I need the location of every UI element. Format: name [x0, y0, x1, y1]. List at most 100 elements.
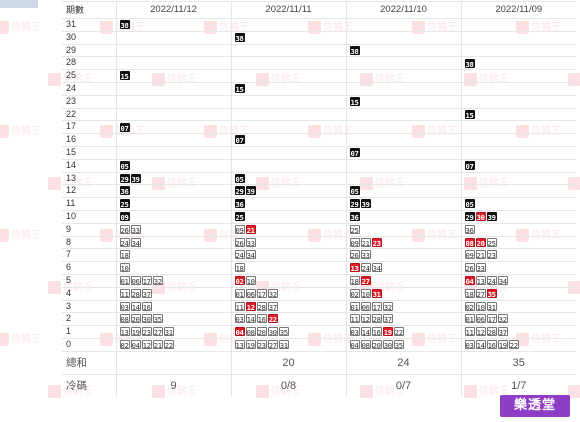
sum-label: 總和 — [62, 350, 116, 375]
number-box: 06 — [475, 314, 486, 325]
hit-number: 04 — [234, 327, 245, 338]
number-box: 13 — [234, 340, 245, 351]
table-cell: 25 — [115, 197, 231, 211]
row-label: 16 — [62, 133, 116, 147]
number-group: 01 06 17 32 — [464, 314, 508, 325]
number-group: 08 20 30 35 — [119, 314, 163, 324]
number-box: 03 — [119, 301, 130, 312]
sum-value — [115, 350, 231, 375]
table-cell — [460, 30, 576, 45]
table-row: 28 38 — [62, 56, 576, 70]
table-cell: 18 27 35 — [460, 286, 576, 301]
number-box: 01 — [119, 276, 130, 287]
table-cell: 04 08 20 30 35 — [345, 337, 461, 352]
table-cell: 07 — [345, 145, 461, 160]
number-box: 16 — [256, 314, 267, 325]
number-box: 20 — [256, 327, 267, 338]
sum-value: 35 — [460, 350, 576, 375]
number-box: 34 — [497, 276, 508, 287]
number-box: 19 — [497, 340, 508, 351]
number-box: 34 — [130, 237, 141, 248]
number-box: 06 — [130, 276, 141, 287]
table-cell — [230, 107, 346, 121]
table-cell — [115, 43, 231, 57]
number-box: 09 — [349, 237, 360, 248]
row-label: 3 — [62, 299, 116, 313]
number-box: 28 — [486, 327, 497, 338]
number-box: 18 — [464, 288, 475, 299]
number-box: 32 — [382, 301, 393, 312]
number-group: 36 — [119, 186, 130, 196]
number-box: 01 — [234, 288, 245, 299]
number-group: 05 — [119, 160, 130, 171]
number-box: 36 — [464, 224, 475, 235]
hot-number: 25 — [234, 212, 245, 223]
table-cell: 36 — [460, 222, 576, 237]
table-cell — [345, 30, 461, 45]
number-box: 17 — [371, 301, 382, 312]
number-group: 38 — [464, 58, 475, 69]
table-cell — [115, 56, 231, 70]
row-label: 0 — [62, 337, 116, 352]
table-cell — [460, 43, 576, 57]
hot-number: 07 — [234, 135, 245, 146]
number-group: 01 06 17 32 — [234, 288, 278, 299]
table-cell: 01 06 17 32 — [230, 286, 346, 301]
number-group: 15 — [464, 109, 475, 120]
number-box: 08 — [245, 327, 256, 338]
brand-logo[interactable]: 樂透堂 — [500, 395, 570, 417]
table-row: 31 38 — [62, 18, 576, 32]
number-box: 37 — [267, 301, 278, 312]
sum-row: 總和 20 24 35 — [62, 350, 576, 375]
watermark-text: 信鶴王 — [0, 18, 41, 34]
table-row: 16 07 — [62, 133, 576, 147]
number-box: 17 — [256, 288, 267, 299]
watermark-text: 信鶴王 — [0, 122, 41, 138]
hot-number: 36 — [349, 212, 360, 223]
table-cell — [345, 81, 461, 96]
number-box: 22 — [163, 340, 174, 351]
table-cell: 11 28 37 — [115, 286, 231, 301]
number-group: 24 34 — [234, 250, 256, 260]
hit-number: 13 — [349, 263, 360, 274]
table-cell: 25 — [345, 222, 461, 237]
number-box: 14 — [475, 340, 486, 351]
table-cell: 38 — [230, 30, 346, 45]
watermark-label: 信鶴王 — [11, 230, 41, 241]
date-header: 2022/11/12 — [115, 1, 231, 19]
row-label: 14 — [62, 158, 116, 173]
number-group: 25 — [349, 224, 360, 235]
row-label: 25 — [62, 69, 116, 83]
number-group: 18 — [119, 250, 130, 260]
cold-number-value: 9 — [115, 373, 231, 397]
row-label: 8 — [62, 235, 116, 249]
hot-number: 15 — [234, 84, 245, 95]
table-cell: 05 — [230, 171, 346, 185]
table-cell — [460, 120, 576, 134]
number-box: 30 — [267, 327, 278, 338]
hit-number: 31 — [371, 288, 382, 299]
table-cell: 07 — [460, 158, 576, 173]
number-group: 36 — [464, 224, 475, 235]
number-box: 11 — [234, 301, 245, 312]
hot-number: 05 — [349, 186, 360, 197]
number-box: 24 — [360, 263, 371, 274]
watermark-logo-icon — [0, 20, 9, 34]
number-group: 07 — [349, 148, 360, 158]
number-box: 03 — [234, 314, 245, 325]
cold-number-value: 0/7 — [345, 373, 461, 397]
number-box: 03 — [349, 327, 360, 338]
number-box: 35 — [393, 340, 404, 351]
table-row: 23 15 — [62, 94, 576, 109]
number-box: 02 — [464, 301, 475, 312]
number-group: 15 — [119, 71, 130, 81]
number-box: 09 — [464, 250, 475, 261]
row-label: 28 — [62, 56, 116, 70]
number-group: 07 — [234, 135, 245, 146]
row-label: 9 — [62, 222, 116, 237]
number-box: 17 — [486, 314, 497, 325]
number-group: 11 12 28 37 — [464, 327, 508, 338]
number-box: 17 — [141, 276, 152, 287]
number-group: 13 19 23 27 31 — [234, 340, 289, 351]
number-box: 25 — [349, 224, 360, 235]
